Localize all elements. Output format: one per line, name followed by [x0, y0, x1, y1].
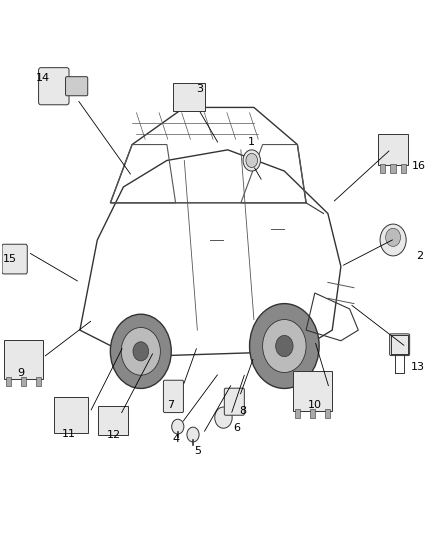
Text: 13: 13 — [411, 362, 425, 372]
Text: 12: 12 — [107, 430, 121, 440]
FancyBboxPatch shape — [39, 68, 69, 105]
FancyBboxPatch shape — [295, 409, 300, 418]
Circle shape — [110, 314, 171, 389]
Text: 3: 3 — [196, 84, 203, 94]
Text: 14: 14 — [36, 73, 50, 83]
Circle shape — [243, 150, 261, 171]
Text: 11: 11 — [62, 429, 76, 439]
Text: 16: 16 — [411, 161, 425, 171]
FancyBboxPatch shape — [224, 388, 244, 415]
FancyBboxPatch shape — [380, 164, 385, 173]
FancyBboxPatch shape — [390, 334, 410, 356]
Circle shape — [380, 224, 406, 256]
Circle shape — [250, 304, 319, 389]
FancyBboxPatch shape — [98, 406, 127, 434]
Circle shape — [187, 427, 199, 442]
Text: 6: 6 — [233, 423, 240, 433]
Text: 10: 10 — [308, 400, 322, 410]
FancyBboxPatch shape — [163, 380, 184, 413]
FancyBboxPatch shape — [54, 397, 88, 433]
FancyBboxPatch shape — [310, 409, 315, 418]
Text: 8: 8 — [240, 406, 247, 416]
FancyBboxPatch shape — [36, 377, 41, 386]
FancyBboxPatch shape — [391, 164, 396, 173]
Text: 7: 7 — [167, 400, 174, 410]
FancyBboxPatch shape — [66, 77, 88, 96]
FancyBboxPatch shape — [21, 377, 26, 386]
FancyBboxPatch shape — [325, 409, 330, 418]
Text: 1: 1 — [248, 137, 255, 147]
Text: 15: 15 — [4, 254, 17, 263]
Circle shape — [276, 335, 293, 357]
FancyBboxPatch shape — [4, 340, 43, 379]
Circle shape — [263, 319, 306, 373]
FancyBboxPatch shape — [6, 377, 11, 386]
Text: 4: 4 — [172, 434, 179, 444]
FancyBboxPatch shape — [2, 244, 27, 274]
FancyBboxPatch shape — [173, 83, 205, 111]
Circle shape — [121, 327, 160, 375]
Circle shape — [385, 228, 401, 246]
Circle shape — [172, 419, 184, 434]
Circle shape — [133, 342, 148, 361]
Circle shape — [215, 407, 232, 428]
Text: 5: 5 — [194, 446, 201, 456]
FancyBboxPatch shape — [401, 164, 406, 173]
Circle shape — [246, 154, 258, 167]
Text: 2: 2 — [416, 251, 423, 261]
FancyBboxPatch shape — [293, 372, 332, 411]
Text: 9: 9 — [18, 368, 25, 377]
FancyBboxPatch shape — [378, 134, 408, 165]
